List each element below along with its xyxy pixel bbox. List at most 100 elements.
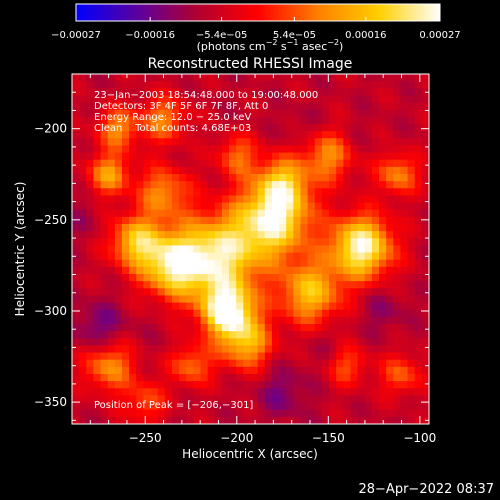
heatmap-cell bbox=[393, 416, 402, 424]
heatmap-cell bbox=[371, 88, 380, 97]
heatmap-cell bbox=[386, 288, 394, 297]
heatmap-cell bbox=[171, 195, 180, 204]
heatmap-cell bbox=[379, 374, 387, 382]
heatmap-cell bbox=[157, 302, 166, 311]
heatmap-cell bbox=[300, 224, 309, 232]
heatmap-cell bbox=[307, 152, 316, 161]
heatmap-cell bbox=[371, 416, 380, 424]
heatmap-cell bbox=[250, 216, 259, 225]
heatmap-cell bbox=[186, 109, 194, 118]
heatmap-cell bbox=[257, 245, 266, 254]
heatmap-cell bbox=[421, 295, 429, 304]
heatmap-cell bbox=[264, 109, 273, 118]
heatmap-cell bbox=[86, 145, 95, 154]
heatmap-cell bbox=[150, 145, 159, 154]
heatmap-cell bbox=[100, 309, 109, 318]
heatmap-cell bbox=[107, 181, 116, 189]
heatmap-cell bbox=[214, 95, 223, 104]
heatmap-cell bbox=[293, 345, 302, 354]
heatmap-cell bbox=[386, 159, 394, 168]
heatmap-cell bbox=[286, 174, 294, 182]
heatmap-cell bbox=[157, 388, 166, 397]
heatmap-cell bbox=[100, 81, 109, 89]
heatmap-cell bbox=[129, 395, 137, 404]
heatmap-cell bbox=[221, 166, 230, 175]
heatmap-cell bbox=[293, 231, 302, 239]
heatmap-cell bbox=[221, 345, 230, 354]
heatmap-cell bbox=[200, 374, 209, 382]
heatmap-cell bbox=[136, 281, 144, 289]
heatmap-cell bbox=[336, 416, 344, 424]
heatmap-cell bbox=[164, 309, 173, 318]
heatmap-cell bbox=[236, 366, 244, 375]
heatmap-cell bbox=[100, 366, 109, 375]
heatmap-cell bbox=[171, 302, 180, 311]
heatmap-cell bbox=[150, 152, 159, 161]
heatmap-cell bbox=[157, 395, 166, 404]
heatmap-cell bbox=[314, 388, 323, 397]
heatmap-cell bbox=[307, 395, 316, 404]
heatmap-cell bbox=[193, 81, 202, 89]
heatmap-cell bbox=[357, 131, 366, 139]
heatmap-cell bbox=[307, 416, 316, 424]
heatmap-cell bbox=[271, 209, 280, 218]
heatmap-cell bbox=[207, 74, 216, 82]
heatmap-cell bbox=[143, 288, 152, 297]
heatmap-cell bbox=[179, 174, 187, 182]
heatmap-cell bbox=[379, 174, 387, 182]
heatmap-cell bbox=[371, 238, 380, 247]
heatmap-cell bbox=[264, 74, 273, 82]
heatmap-cell bbox=[143, 195, 152, 204]
heatmap-cell bbox=[114, 381, 123, 389]
x-tick-label: −250 bbox=[129, 431, 162, 445]
heatmap-cell bbox=[329, 366, 337, 375]
heatmap-cell bbox=[350, 181, 359, 189]
heatmap-cell bbox=[157, 202, 166, 211]
heatmap-cell bbox=[136, 81, 144, 89]
heatmap-cell bbox=[79, 224, 87, 232]
heatmap-cell bbox=[179, 388, 187, 397]
heatmap-cell bbox=[157, 131, 166, 139]
heatmap-cell bbox=[200, 359, 209, 368]
heatmap-cell bbox=[150, 416, 159, 424]
heatmap-cell bbox=[421, 102, 429, 111]
heatmap-cell bbox=[343, 281, 352, 289]
heatmap-cell bbox=[286, 281, 294, 289]
heatmap-cell bbox=[329, 74, 337, 82]
heatmap-cell bbox=[171, 245, 180, 254]
heatmap-cell bbox=[250, 152, 259, 161]
heatmap-cell bbox=[264, 352, 273, 361]
heatmap-cell bbox=[314, 145, 323, 154]
heatmap-cell bbox=[414, 138, 423, 147]
heatmap-cell bbox=[400, 295, 409, 304]
heatmap-cell bbox=[379, 281, 387, 289]
heatmap-cell bbox=[193, 88, 202, 97]
heatmap-cell bbox=[414, 259, 423, 268]
heatmap-cell bbox=[343, 381, 352, 389]
heatmap-cell bbox=[300, 331, 309, 339]
heatmap-cell bbox=[371, 195, 380, 204]
heatmap-cell bbox=[86, 209, 95, 218]
heatmap-cell bbox=[171, 188, 180, 197]
heatmap-cell bbox=[129, 274, 137, 282]
heatmap-cell bbox=[107, 402, 116, 411]
heatmap-cell bbox=[393, 316, 402, 325]
heatmap-cell bbox=[143, 245, 152, 254]
heatmap-cell bbox=[150, 216, 159, 225]
heatmap-cell bbox=[72, 74, 80, 82]
heatmap-cell bbox=[93, 116, 102, 125]
heatmap-cell bbox=[243, 109, 252, 118]
heatmap-cell bbox=[407, 359, 416, 368]
heatmap-cell bbox=[250, 88, 259, 97]
heatmap-cell bbox=[72, 145, 80, 154]
heatmap-cell bbox=[329, 81, 337, 89]
heatmap-cell bbox=[171, 374, 180, 382]
heatmap-cell bbox=[379, 402, 387, 411]
heatmap-cell bbox=[93, 74, 102, 82]
heatmap-cell bbox=[364, 338, 373, 347]
heatmap-cell bbox=[414, 81, 423, 89]
heatmap-cell bbox=[114, 338, 123, 347]
heatmap-cell bbox=[279, 416, 287, 424]
heatmap-cell bbox=[393, 195, 402, 204]
heatmap-cell bbox=[343, 309, 352, 318]
